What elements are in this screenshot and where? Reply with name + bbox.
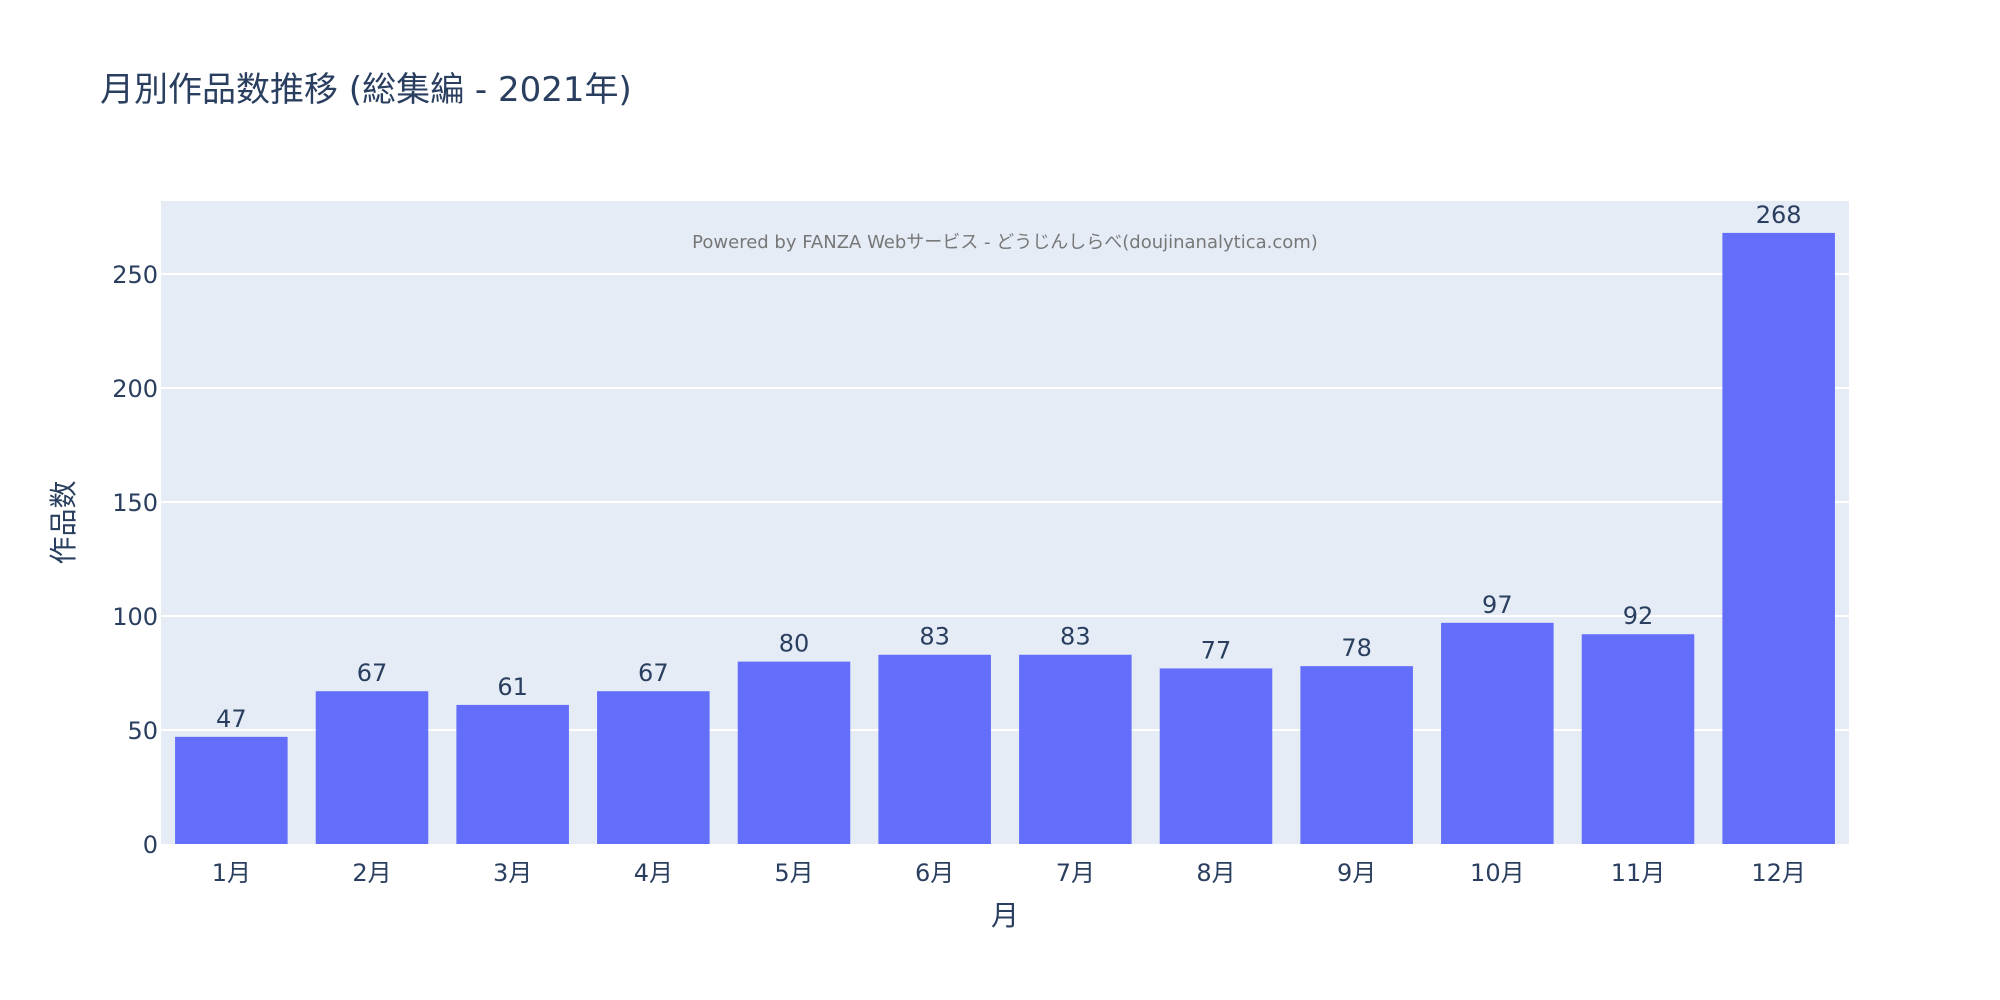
x-tick-label: 12月 [1751,859,1806,887]
x-axis-title: 月 [991,899,1019,932]
bar [1019,654,1132,844]
x-tick-label: 3月 [493,859,532,887]
bar [1722,232,1835,844]
y-tick-label: 50 [127,717,158,745]
x-tick-label: 6月 [915,859,954,887]
bar [175,736,288,844]
bar [1300,666,1413,844]
data-label: 92 [1623,602,1654,630]
y-axis-title: 作品数 [47,480,80,564]
data-label: 77 [1201,636,1232,664]
y-tick-label: 250 [112,261,158,289]
y-tick-label: 200 [112,375,158,403]
x-axis-ticks: 1月 2月 3月 4月 5月 6月 7月 8月 9月 10月 11月 12月 [212,859,1806,887]
y-axis-ticks: 0 50 100 150 200 250 [112,261,158,859]
y-tick-label: 150 [112,489,158,517]
bar [597,691,710,844]
y-tick-label: 100 [112,603,158,631]
x-tick-label: 9月 [1337,859,1376,887]
bar [456,704,569,844]
data-label: 61 [497,673,528,701]
bar [1581,634,1695,844]
x-tick-label: 7月 [1056,859,1095,887]
data-label: 67 [357,659,388,687]
bar [737,661,851,844]
x-tick-label: 11月 [1611,859,1666,887]
x-tick-label: 5月 [774,859,813,887]
data-label: 268 [1756,201,1802,229]
bar [1159,668,1273,844]
source-annotation: Powered by FANZA Webサービス - どうじんしらべ(douji… [692,232,1318,253]
data-label: 80 [779,630,810,658]
bars [175,232,1835,844]
bar [878,654,991,844]
data-label: 97 [1482,591,1513,619]
chart-title: 月別作品数推移 (総集編 - 2021年) [100,70,632,110]
x-tick-label: 8月 [1196,859,1235,887]
data-label: 83 [1060,623,1091,651]
grid-lines [161,272,1849,731]
bar [1441,622,1554,844]
x-tick-label: 1月 [212,859,251,887]
x-tick-label: 4月 [634,859,673,887]
data-label: 83 [919,623,950,651]
x-tick-label: 10月 [1470,859,1525,887]
y-tick-label: 0 [143,831,158,859]
data-label: 67 [638,659,669,687]
data-labels: 47 67 61 67 80 83 83 77 78 97 92 268 [216,201,1802,733]
bar [315,691,429,844]
data-label: 78 [1341,634,1372,662]
plot-area [161,201,1849,844]
x-tick-label: 2月 [352,859,391,887]
data-label: 47 [216,705,247,733]
